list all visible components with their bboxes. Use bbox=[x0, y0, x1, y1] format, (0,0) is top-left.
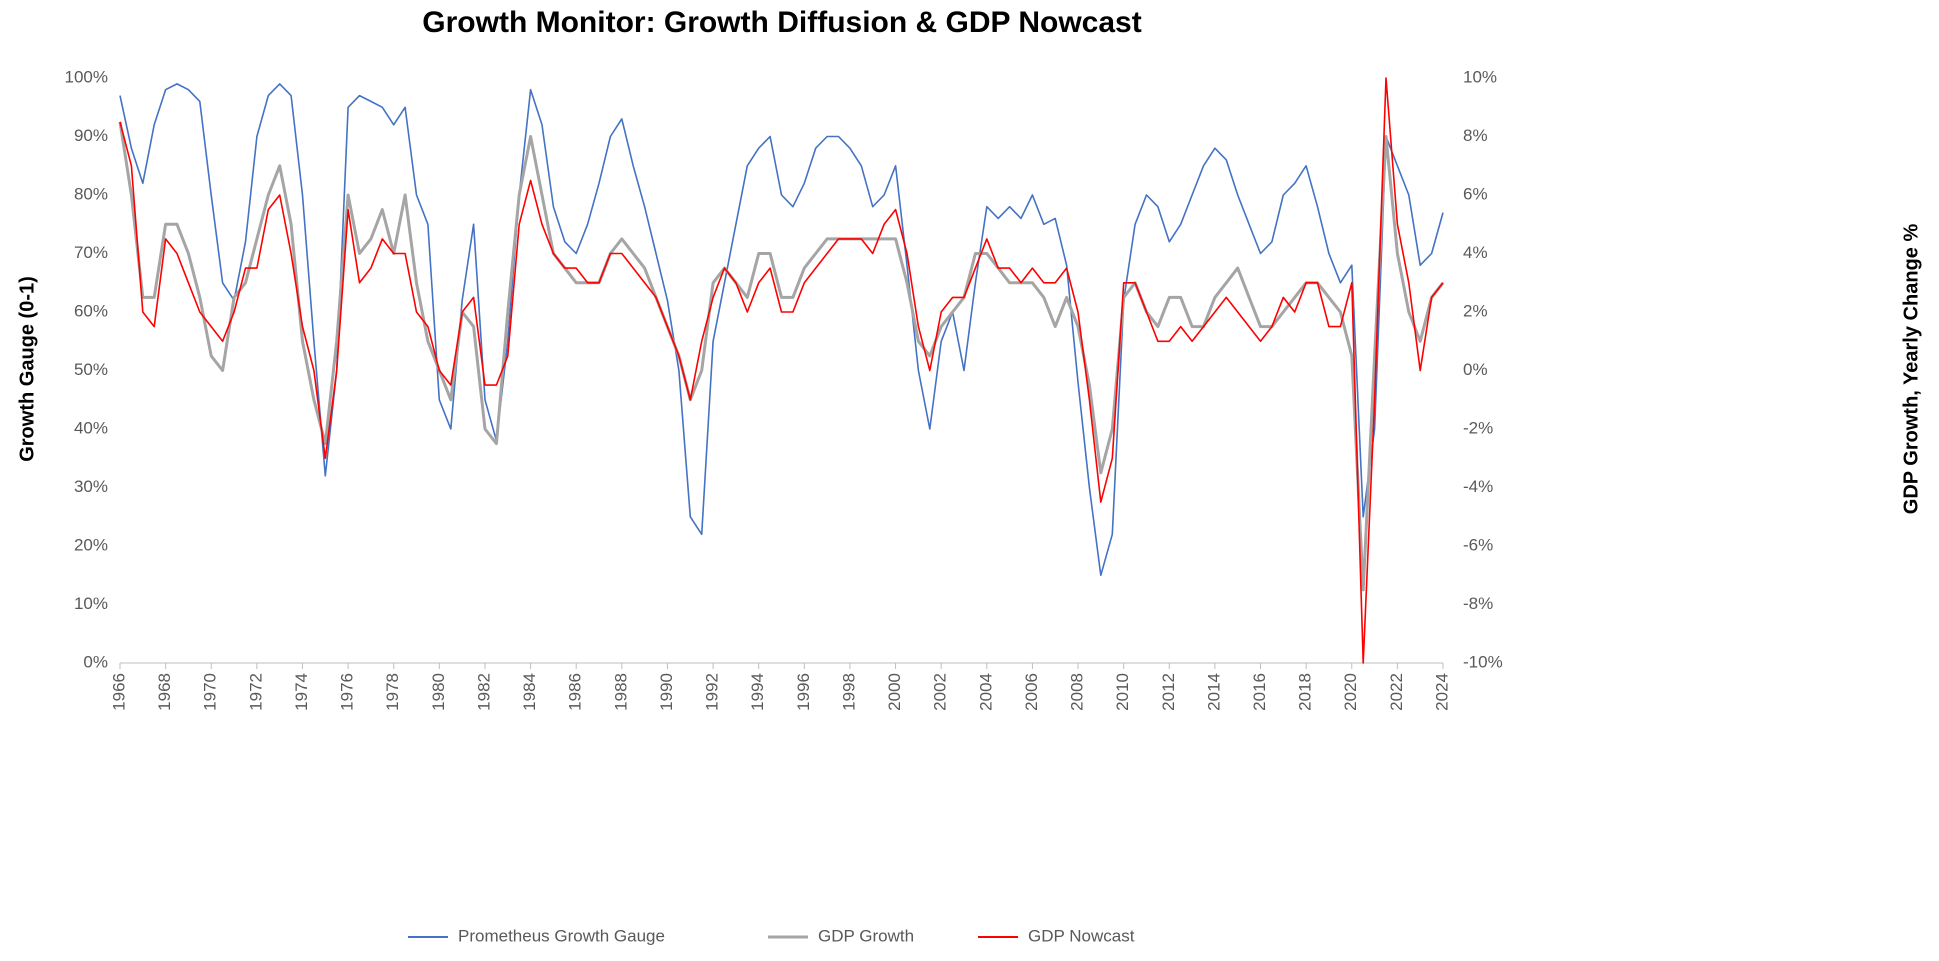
y2-tick-label: -6% bbox=[1463, 535, 1493, 554]
x-tick-label: 2020 bbox=[1341, 673, 1360, 711]
x-tick-label: 1986 bbox=[566, 673, 585, 711]
y2-tick-label: 6% bbox=[1463, 184, 1488, 203]
x-tick-label: 2018 bbox=[1296, 673, 1315, 711]
y2-tick-label: -8% bbox=[1463, 594, 1493, 613]
y2-tick-label: 0% bbox=[1463, 360, 1488, 379]
x-tick-label: 2024 bbox=[1432, 673, 1451, 711]
x-tick-label: 1996 bbox=[794, 673, 813, 711]
x-tick-label: 1970 bbox=[201, 673, 220, 711]
y-tick-label: 40% bbox=[74, 418, 108, 437]
x-tick-label: 2002 bbox=[931, 673, 950, 711]
y2-tick-label: 2% bbox=[1463, 301, 1488, 320]
y-tick-label: 20% bbox=[74, 535, 108, 554]
x-tick-label: 2022 bbox=[1387, 673, 1406, 711]
x-tick-label: 2000 bbox=[885, 673, 904, 711]
y2-tick-label: -10% bbox=[1463, 652, 1503, 671]
y-tick-label: 100% bbox=[65, 67, 108, 86]
series-line bbox=[118, 121, 1445, 592]
x-tick-label: 2016 bbox=[1250, 673, 1269, 711]
x-tick-label: 1978 bbox=[383, 673, 402, 711]
y-axis-label: Growth Gauge (0-1) bbox=[16, 276, 38, 462]
y-tick-label: 90% bbox=[74, 126, 108, 145]
y-tick-label: 70% bbox=[74, 243, 108, 262]
y-tick-label: 30% bbox=[74, 477, 108, 496]
y-tick-label: 0% bbox=[83, 652, 108, 671]
legend-label: Prometheus Growth Gauge bbox=[458, 926, 665, 945]
x-tick-label: 2006 bbox=[1022, 673, 1041, 711]
y2-axis-label: GDP Growth, Yearly Change % bbox=[1900, 224, 1922, 515]
x-tick-label: 1976 bbox=[338, 673, 357, 711]
y2-tick-label: 4% bbox=[1463, 243, 1488, 262]
series-line bbox=[119, 83, 1444, 577]
x-tick-label: 2008 bbox=[1068, 673, 1087, 711]
x-tick-label: 2010 bbox=[1113, 673, 1132, 711]
legend-label: GDP Growth bbox=[818, 926, 914, 945]
x-tick-label: 1994 bbox=[748, 673, 767, 711]
x-tick-label: 1982 bbox=[474, 673, 493, 711]
x-tick-label: 1998 bbox=[839, 673, 858, 711]
chart-title: Growth Monitor: Growth Diffusion & GDP N… bbox=[422, 6, 1141, 39]
series-line bbox=[119, 77, 1444, 664]
y-tick-label: 60% bbox=[74, 301, 108, 320]
x-tick-label: 1972 bbox=[246, 673, 265, 711]
legend-label: GDP Nowcast bbox=[1028, 926, 1135, 945]
x-tick-label: 1990 bbox=[657, 673, 676, 711]
x-tick-label: 2012 bbox=[1159, 673, 1178, 711]
y2-tick-label: -4% bbox=[1463, 477, 1493, 496]
x-tick-label: 1980 bbox=[429, 673, 448, 711]
x-tick-label: 1984 bbox=[520, 673, 539, 711]
x-tick-label: 1992 bbox=[703, 673, 722, 711]
y-tick-label: 10% bbox=[74, 594, 108, 613]
y2-tick-label: 10% bbox=[1463, 67, 1497, 86]
x-tick-label: 2014 bbox=[1204, 673, 1223, 711]
x-tick-label: 1968 bbox=[155, 673, 174, 711]
x-tick-label: 2004 bbox=[976, 673, 995, 711]
x-tick-label: 1966 bbox=[109, 673, 128, 711]
y-tick-label: 50% bbox=[74, 360, 108, 379]
x-tick-label: 1988 bbox=[611, 673, 630, 711]
y2-tick-label: 8% bbox=[1463, 126, 1488, 145]
x-tick-label: 1974 bbox=[292, 673, 311, 711]
y-tick-label: 80% bbox=[74, 184, 108, 203]
y2-tick-label: -2% bbox=[1463, 418, 1493, 437]
